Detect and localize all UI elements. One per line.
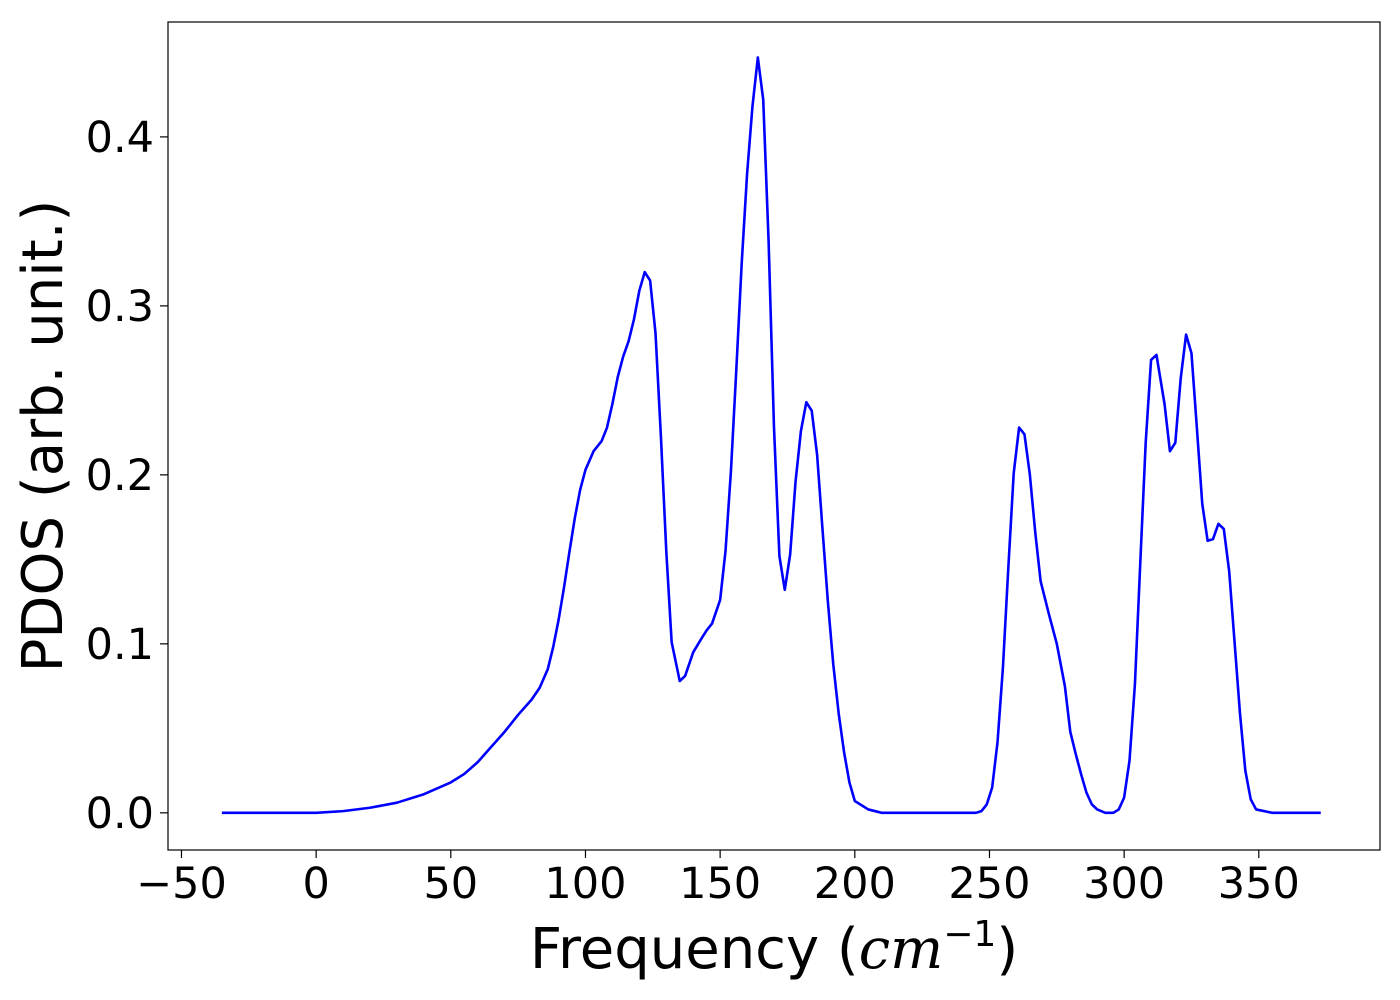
x-tick-label: 0 — [302, 859, 329, 909]
x-axis-label: Frequency (cm−1) — [530, 914, 1018, 982]
x-tick-label: 150 — [679, 859, 761, 909]
x-tick-label: 200 — [814, 859, 896, 909]
x-tick-label: 100 — [544, 859, 626, 909]
x-tick-label: 250 — [948, 859, 1030, 909]
y-tick-label: 0.3 — [86, 282, 154, 332]
x-tick-label: 350 — [1218, 859, 1300, 909]
y-axis-ticks: 0.0 0.1 0.2 0.3 0.4 — [86, 113, 168, 839]
y-tick-label: 0.1 — [86, 620, 154, 670]
y-tick-label: 0.0 — [86, 789, 154, 839]
plot-area — [221, 56, 1321, 815]
series-line-0 — [221, 56, 1321, 815]
y-tick-label: 0.2 — [86, 451, 154, 501]
x-tick-label: 300 — [1083, 859, 1165, 909]
y-tick-label: 0.4 — [86, 113, 154, 163]
y-axis-label: PDOS (arb. unit.) — [11, 200, 76, 673]
x-tick-label: −50 — [136, 859, 227, 909]
x-axis-ticks: −50 0 50 100 150 200 250 300 350 — [136, 850, 1300, 909]
x-tick-label: 50 — [423, 859, 478, 909]
plot-frame — [167, 21, 1381, 851]
